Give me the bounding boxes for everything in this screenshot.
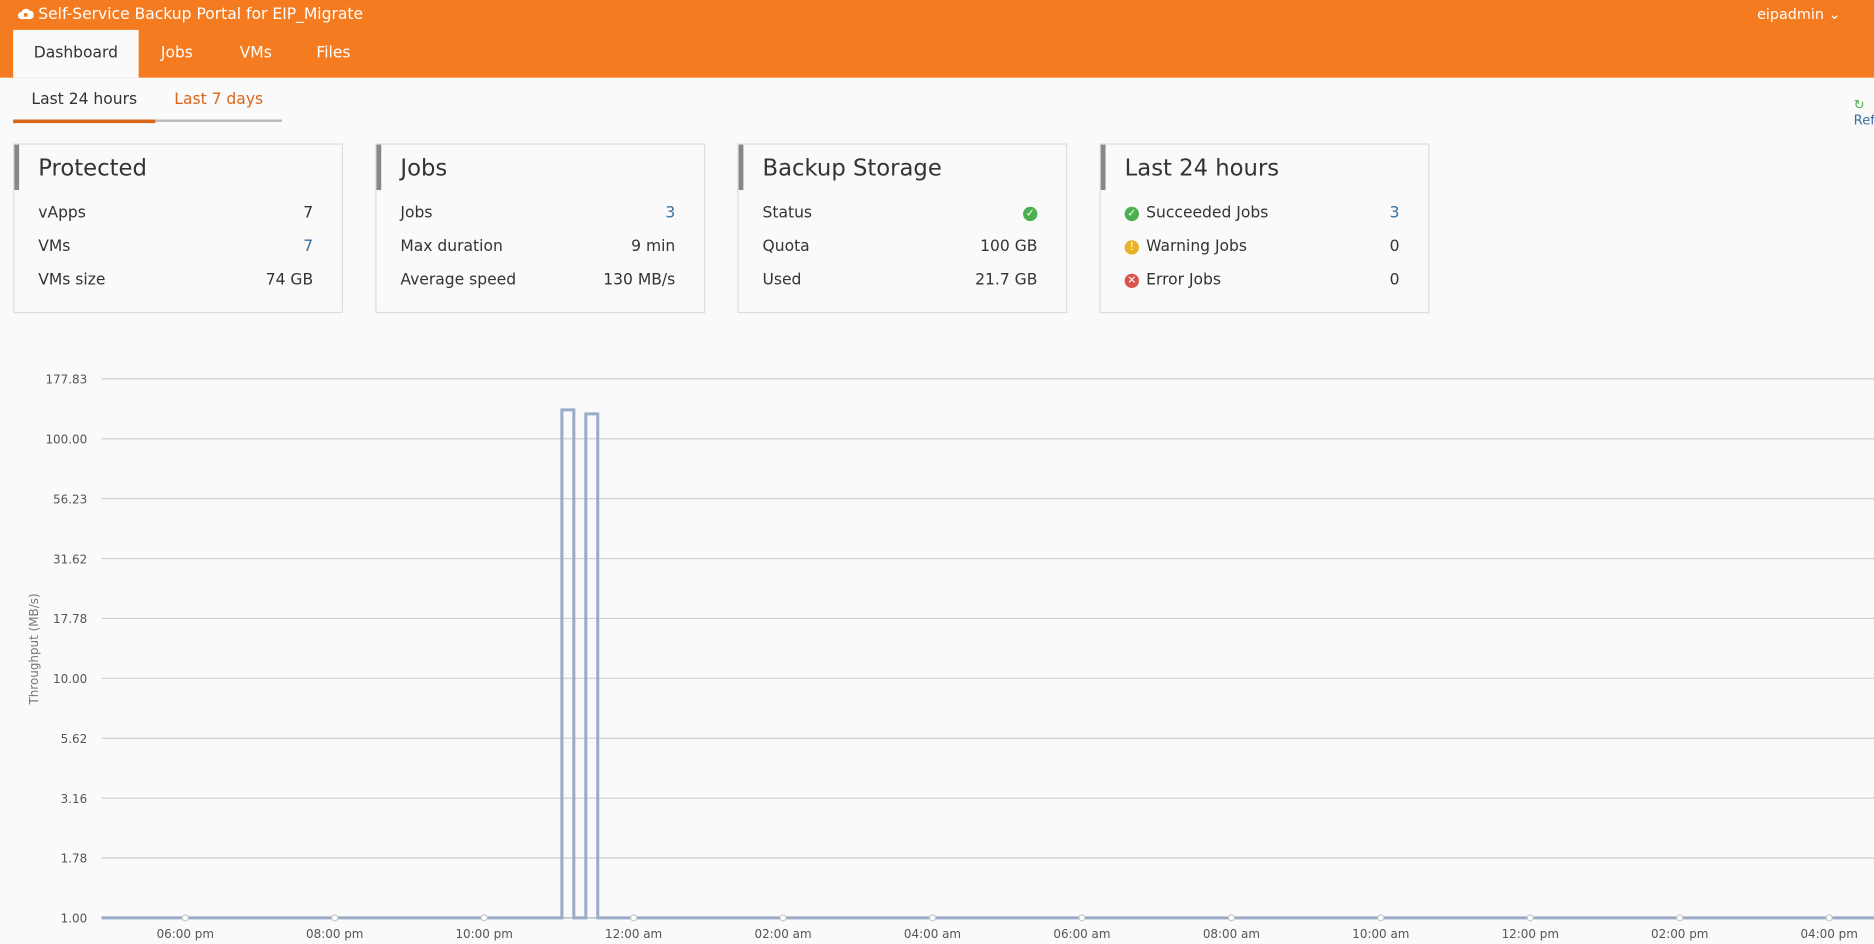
status-icon: ✕ bbox=[1124, 273, 1139, 289]
row-label: Error Jobs bbox=[1146, 271, 1222, 290]
x-tick-mark bbox=[1526, 914, 1534, 922]
row-value: 21.7 GB bbox=[975, 271, 1038, 290]
x-tick-mark bbox=[1078, 914, 1086, 922]
row-value[interactable]: 3 bbox=[1389, 204, 1400, 223]
card-title: Backup Storage bbox=[738, 144, 942, 191]
x-tick-label: 08:00 am bbox=[1203, 927, 1260, 941]
header: Self-Service Backup Portal for EIP_Migra… bbox=[0, 0, 1874, 78]
x-tick-label: 02:00 pm bbox=[1651, 927, 1708, 941]
throughput-line bbox=[101, 408, 1874, 920]
row-label: Status bbox=[762, 204, 813, 223]
row-label: Quota bbox=[762, 237, 810, 256]
status-icon: ! bbox=[1124, 240, 1139, 255]
refresh-text[interactable]: Ref bbox=[1853, 112, 1874, 128]
y-tick-label: 100.00 bbox=[45, 433, 87, 447]
summary-card: Backup Storage Status ✓ Quota 100 GB Used 21.7… bbox=[737, 143, 1068, 314]
x-tick-label: 10:00 pm bbox=[455, 927, 512, 941]
card-title: Protected bbox=[14, 144, 147, 191]
row-value: 130 MB/s bbox=[603, 271, 676, 290]
x-tick-mark bbox=[1377, 914, 1385, 922]
summary-card: Protected vApps 7 VMs 7 VMs size 74 GB bbox=[13, 143, 344, 314]
x-tick-mark bbox=[1825, 914, 1833, 922]
row-value: 0 bbox=[1389, 237, 1400, 256]
status-icon: ✓ bbox=[1023, 206, 1038, 222]
period-tab[interactable]: Last 24 hours bbox=[13, 91, 156, 124]
x-tick-mark bbox=[630, 914, 638, 922]
x-tick-mark bbox=[1227, 914, 1235, 922]
x-tick-mark bbox=[331, 914, 339, 922]
x-tick-label: 04:00 am bbox=[904, 927, 961, 941]
y-tick-label: 17.78 bbox=[53, 612, 87, 626]
summary-card: Last 24 hours Succeeded Jobs ✓ 3 Warning Job… bbox=[1099, 143, 1430, 314]
card-title: Jobs bbox=[376, 144, 447, 191]
y-axis-label: Throughput (MB/s) bbox=[27, 593, 41, 705]
row-value: 100 GB bbox=[980, 237, 1038, 256]
y-tick-label: 56.23 bbox=[53, 492, 87, 506]
nav-tab[interactable]: Files bbox=[316, 44, 351, 63]
row-value: 7 bbox=[303, 204, 314, 223]
row-label: Max duration bbox=[400, 237, 503, 256]
row-label: Used bbox=[762, 271, 802, 290]
row-label: vApps bbox=[38, 204, 86, 223]
user-name[interactable]: eipadmin bbox=[1757, 5, 1824, 23]
x-tick-label: 10:00 am bbox=[1352, 927, 1409, 941]
row-label: Succeeded Jobs bbox=[1146, 204, 1269, 223]
x-tick-label: 06:00 am bbox=[1053, 927, 1110, 941]
y-tick-label: 1.00 bbox=[61, 912, 88, 926]
y-tick-label: 1.78 bbox=[61, 852, 88, 866]
row-label: Warning Jobs bbox=[1146, 237, 1248, 256]
x-tick-mark bbox=[480, 914, 488, 922]
row-value: 0 bbox=[1389, 271, 1400, 290]
x-tick-label: 12:00 am bbox=[605, 927, 662, 941]
y-tick-label: 10.00 bbox=[53, 672, 87, 686]
x-tick-label: 04:00 pm bbox=[1800, 927, 1857, 941]
row-label: VMs size bbox=[38, 271, 106, 290]
row-value: 9 min bbox=[631, 237, 676, 256]
x-tick-label: 02:00 am bbox=[754, 927, 811, 941]
row-label: Jobs bbox=[400, 204, 433, 223]
logo-icon bbox=[17, 8, 34, 20]
row-value[interactable]: 7 bbox=[303, 237, 314, 256]
chart: 1.00 1.78 3.16 5.62 10.00 17.78 31.62 56.23 100.… bbox=[27, 373, 1874, 941]
y-tick-label: 177.83 bbox=[45, 373, 87, 387]
summary-card: Jobs Jobs 3 Max duration 9 min Average speed 1… bbox=[375, 143, 706, 314]
x-tick-label: 08:00 pm bbox=[306, 927, 363, 941]
card-title: Last 24 hours bbox=[1100, 144, 1279, 191]
app-title: Self-Service Backup Portal for EIP_Migra… bbox=[38, 5, 364, 24]
nav-tab[interactable]: Jobs bbox=[160, 44, 193, 63]
x-tick-mark bbox=[1676, 914, 1684, 922]
row-value: 74 GB bbox=[265, 271, 314, 290]
row-label: VMs bbox=[38, 237, 71, 256]
nav-tab[interactable]: VMs bbox=[239, 44, 272, 63]
user-menu[interactable]: eipadmin ⌄ bbox=[1757, 5, 1841, 23]
nav-tab[interactable]: Dashboard bbox=[13, 29, 139, 78]
refresh-link[interactable]: ↻ Ref bbox=[1854, 97, 1874, 128]
row-label: Average speed bbox=[400, 271, 517, 290]
period-tab[interactable]: Last 7 days bbox=[155, 91, 283, 122]
y-tick-label: 3.16 bbox=[61, 792, 88, 806]
x-tick-mark bbox=[928, 914, 937, 922]
x-tick-mark bbox=[779, 914, 787, 922]
refresh-icon: ↻ bbox=[1853, 96, 1865, 113]
status-icon: ✓ bbox=[1124, 206, 1139, 222]
x-tick-label: 12:00 pm bbox=[1502, 927, 1559, 941]
row-value[interactable]: 3 bbox=[665, 204, 676, 223]
y-tick-label: 5.62 bbox=[61, 732, 88, 746]
x-tick-mark bbox=[181, 914, 189, 922]
y-tick-label: 31.62 bbox=[53, 552, 87, 566]
x-tick-label: 06:00 pm bbox=[157, 927, 214, 941]
